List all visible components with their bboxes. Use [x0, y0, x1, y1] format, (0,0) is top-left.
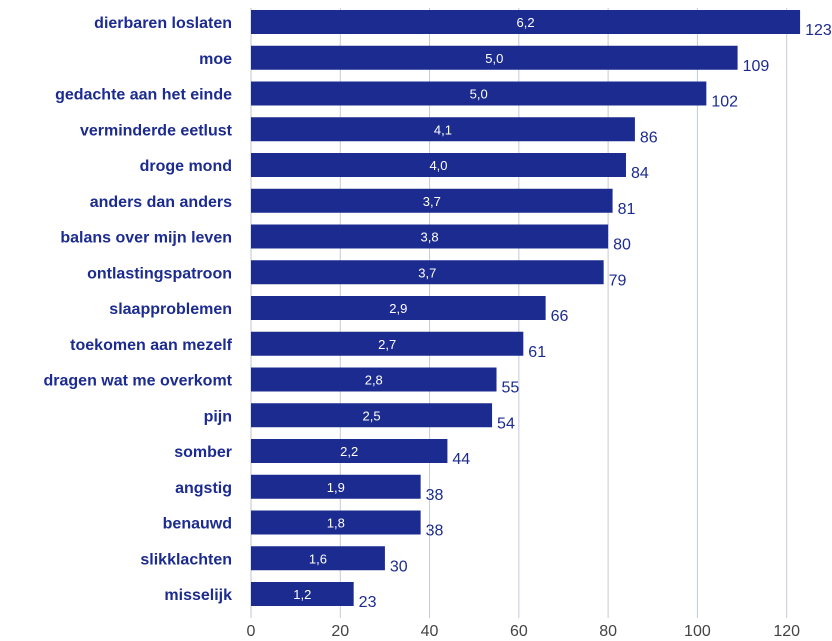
bar-value-label: 54	[497, 415, 515, 432]
bar-value-label: 38	[426, 487, 444, 504]
category-label: somber	[174, 444, 232, 461]
bar	[251, 474, 421, 499]
bar-value-label: 79	[609, 272, 627, 289]
category-label: benauwd	[163, 516, 232, 533]
category-label: pijn	[204, 408, 232, 425]
bar-inner-label: 2,9	[389, 301, 407, 316]
bar-value-label: 55	[502, 380, 520, 397]
category-label: toekomen aan mezelf	[70, 337, 233, 354]
bar	[251, 582, 354, 606]
bar-inner-label: 5,0	[470, 87, 488, 102]
bar-inner-label: 4,0	[429, 158, 447, 173]
x-tick-label: 20	[331, 623, 349, 640]
bar-value-label: 38	[426, 523, 444, 540]
category-label: gedachte aan het einde	[55, 87, 232, 104]
tick-layer: 0 20 40 60 80 100 120	[247, 623, 801, 640]
category-label: angstig	[175, 480, 232, 497]
x-tick-label: 100	[684, 623, 711, 640]
bar	[251, 260, 604, 285]
x-tick-label: 120	[773, 623, 800, 640]
category-label: anders dan anders	[90, 194, 232, 211]
bar-value-label: 61	[528, 344, 546, 361]
bar-value-label: 109	[743, 58, 770, 75]
bar	[251, 296, 546, 320]
bar-value-label: 66	[551, 308, 569, 325]
bar-inner-label: 6,2	[516, 15, 534, 30]
x-tick-label: 0	[247, 623, 256, 640]
bar	[251, 153, 626, 177]
category-label: slaapproblemen	[109, 301, 232, 318]
bar-inner-label: 2,7	[378, 337, 396, 352]
category-label: dragen wat me overkomt	[44, 373, 233, 390]
bar	[251, 81, 707, 106]
category-label: droge mond	[140, 158, 232, 175]
x-tick-label: 40	[421, 623, 439, 640]
bar	[251, 403, 493, 428]
bar-inner-label: 4,1	[434, 122, 452, 137]
bar	[251, 331, 524, 356]
bar-value-label: 86	[640, 129, 658, 146]
category-label: balans over mijn leven	[60, 230, 232, 247]
bar-value-label: 44	[452, 451, 470, 468]
bar-inner-label: 3,7	[418, 265, 436, 280]
bar-inner-label: 1,9	[327, 480, 345, 495]
bar-inner-label: 5,0	[485, 51, 503, 66]
category-label: misselijk	[164, 587, 232, 604]
bar-value-label: 102	[711, 94, 738, 111]
bar	[251, 117, 635, 142]
bar	[251, 224, 609, 249]
bar-inner-label: 3,8	[421, 230, 439, 245]
category-label: dierbaren loslaten	[94, 15, 232, 32]
bar-value-label: 80	[613, 237, 631, 254]
category-label: ontlastingspatroon	[87, 265, 232, 282]
x-tick-label: 80	[599, 623, 617, 640]
bar	[251, 188, 613, 213]
bar	[251, 367, 497, 392]
x-tick-label: 60	[510, 623, 528, 640]
bar	[251, 10, 801, 34]
bar-inner-label: 3,7	[423, 194, 441, 209]
bar-value-label: 30	[390, 558, 408, 575]
bar	[251, 546, 385, 571]
bar-inner-label: 1,6	[309, 551, 327, 566]
bar-value-label: 84	[631, 165, 649, 182]
bar-inner-label: 2,5	[362, 408, 380, 423]
bar-inner-label: 2,2	[340, 444, 358, 459]
bar	[251, 45, 738, 70]
bar-value-label: 123	[805, 22, 832, 39]
bar-layer	[251, 10, 801, 606]
bar-value-label: 81	[618, 201, 636, 218]
label-layer: dierbaren loslaten 6,2 123 moe 5,0 109 gedacht…	[44, 15, 832, 611]
bar-inner-label: 1,2	[293, 587, 311, 602]
bar	[251, 439, 448, 463]
category-label: moe	[199, 51, 232, 68]
bar-value-label: 23	[359, 594, 377, 611]
category-label: slikklachten	[140, 551, 232, 568]
bar-inner-label: 2,8	[365, 373, 383, 388]
bar	[251, 510, 421, 535]
bar-inner-label: 1,8	[327, 516, 345, 531]
category-label: verminderde eetlust	[80, 122, 233, 139]
